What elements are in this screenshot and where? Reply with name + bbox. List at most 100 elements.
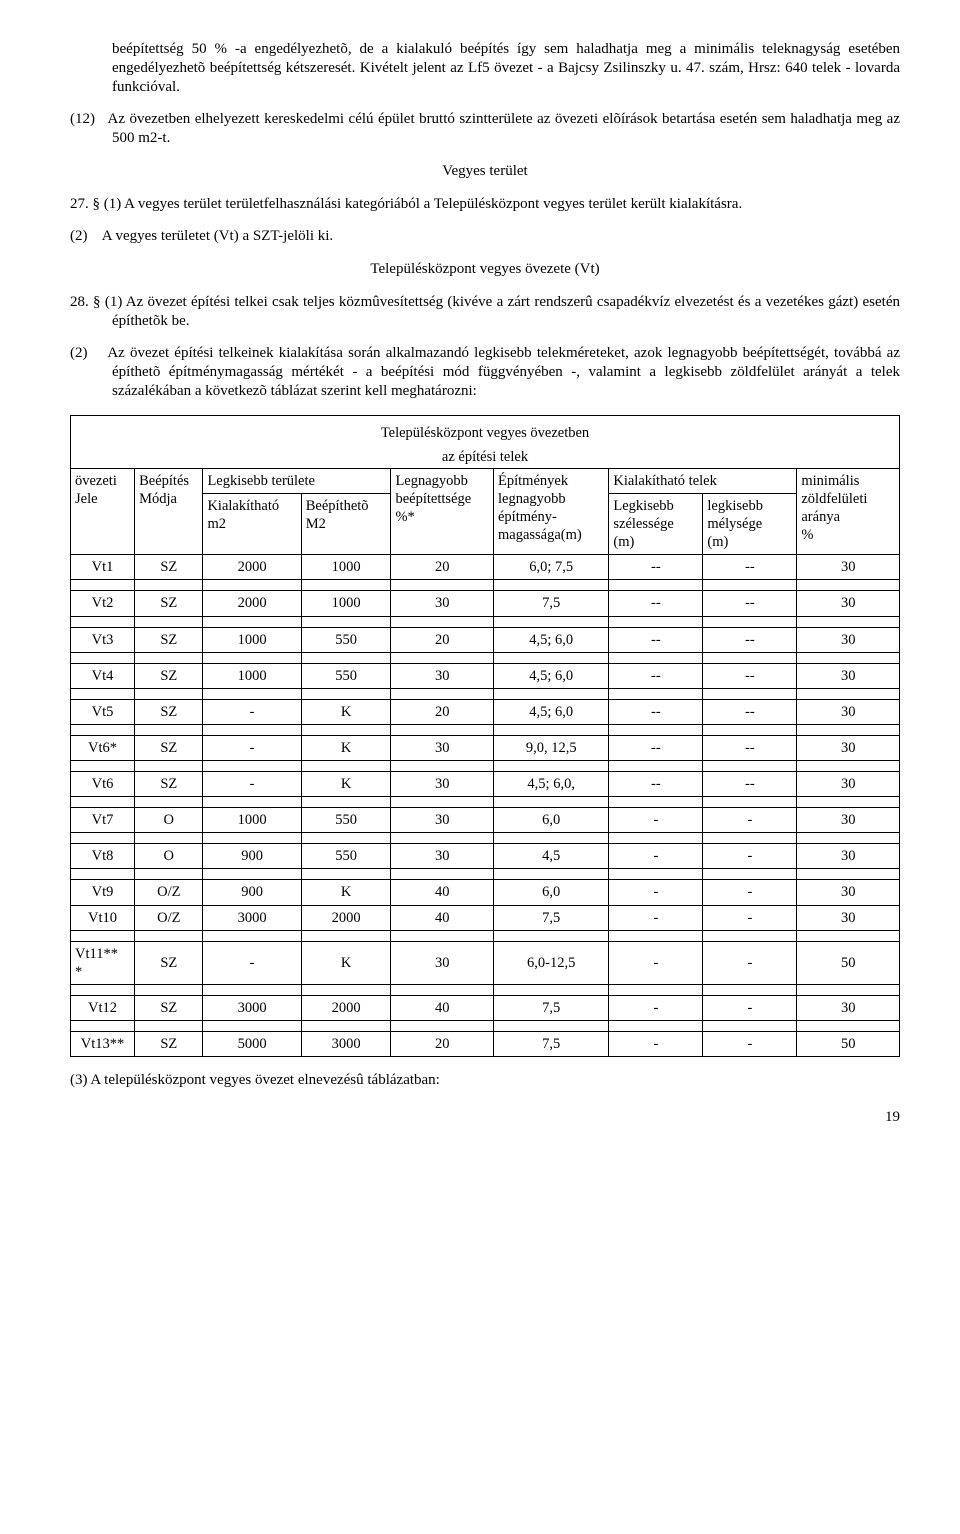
table-spacer-row — [71, 688, 900, 699]
table-spacer-row — [71, 1021, 900, 1032]
table-spacer-cell — [71, 1021, 135, 1032]
table-row: Vt5SZ-K204,5; 6,0----30 — [71, 699, 900, 724]
table-spacer-cell — [203, 984, 301, 995]
hdr-c6b: legnagyobb — [498, 491, 566, 507]
hdr-c1a: övezeti — [75, 473, 117, 489]
page-number: 19 — [70, 1108, 900, 1127]
table-spacer-cell — [703, 797, 797, 808]
table-cell: 30 — [797, 772, 900, 797]
table-spacer-cell — [609, 1021, 703, 1032]
table-spacer-row — [71, 930, 900, 941]
table-spacer-cell — [71, 833, 135, 844]
table-spacer-cell — [391, 930, 494, 941]
hdr-szelessege: Legkisebb szélessége (m) — [609, 493, 703, 554]
table-spacer-cell — [301, 833, 391, 844]
table-cell: O — [135, 808, 203, 833]
table-spacer-cell — [71, 797, 135, 808]
table-title: Településközpont vegyes övezetben — [71, 415, 900, 445]
table-row: Vt11***SZ-K306,0-12,5--50 — [71, 941, 900, 984]
table-cell: 7,5 — [494, 1032, 609, 1057]
table-cell: 2000 — [301, 995, 391, 1020]
table-spacer-cell — [301, 724, 391, 735]
table-cell: 40 — [391, 995, 494, 1020]
table-cell: SZ — [135, 627, 203, 652]
table-spacer-cell — [135, 797, 203, 808]
table-spacer-cell — [71, 724, 135, 735]
hdr-c5c: %* — [395, 509, 414, 525]
table-cell: 2000 — [203, 591, 301, 616]
table-spacer-cell — [703, 580, 797, 591]
hdr-c7a: Legkisebb — [613, 498, 673, 514]
table-spacer-cell — [703, 833, 797, 844]
table-spacer-cell — [797, 797, 900, 808]
hdr-c7b: szélessége — [613, 516, 673, 532]
table-cell: 4,5; 6,0 — [494, 627, 609, 652]
table-spacer-cell — [203, 724, 301, 735]
table-spacer-cell — [494, 688, 609, 699]
para-3: (3) A településközpont vegyes övezet eln… — [70, 1071, 900, 1090]
table-spacer-cell — [301, 616, 391, 627]
table-cell: 20 — [391, 699, 494, 724]
hdr-c5b: beépítettsége — [395, 491, 471, 507]
heading-telepuleskozpont: Településközpont vegyes övezete (Vt) — [70, 260, 900, 279]
table-cell: 4,5; 6,0 — [494, 663, 609, 688]
table-spacer-cell — [71, 869, 135, 880]
table-spacer-cell — [609, 688, 703, 699]
table-cell: -- — [609, 735, 703, 760]
table-spacer-cell — [494, 984, 609, 995]
table-cell: SZ — [135, 591, 203, 616]
table-row: Vt2SZ20001000307,5----30 — [71, 591, 900, 616]
hdr-c9b: zöldfelületi — [801, 491, 867, 507]
table-cell: 2000 — [203, 555, 301, 580]
table-spacer-cell — [301, 761, 391, 772]
table-cell: Vt13** — [71, 1032, 135, 1057]
table-spacer-cell — [609, 761, 703, 772]
table-spacer-cell — [797, 652, 900, 663]
table-cell: 2000 — [301, 905, 391, 930]
table-cell: 30 — [797, 555, 900, 580]
table-spacer-cell — [391, 580, 494, 591]
table-spacer-cell — [391, 833, 494, 844]
table-spacer-row — [71, 833, 900, 844]
table-cell: 1000 — [203, 663, 301, 688]
table-spacer-cell — [203, 833, 301, 844]
table-spacer-cell — [703, 984, 797, 995]
table-cell: Vt9 — [71, 880, 135, 905]
table-cell: Vt7 — [71, 808, 135, 833]
hdr-c9a: minimális — [801, 473, 859, 489]
table-cell: - — [609, 844, 703, 869]
table-cell: 550 — [301, 844, 391, 869]
table-cell: 4,5; 6,0 — [494, 699, 609, 724]
table-cell: - — [609, 941, 703, 984]
table-cell: 30 — [391, 663, 494, 688]
table-cell: 30 — [391, 941, 494, 984]
table-row: Vt6*SZ-K309,0, 12,5----30 — [71, 735, 900, 760]
table-cell: SZ — [135, 1032, 203, 1057]
table-cell: -- — [703, 627, 797, 652]
table-cell: -- — [703, 772, 797, 797]
table-row: Vt13**SZ50003000207,5--50 — [71, 1032, 900, 1057]
table-spacer-cell — [135, 580, 203, 591]
table-spacer-cell — [203, 580, 301, 591]
table-cell: 9,0, 12,5 — [494, 735, 609, 760]
table-cell: - — [609, 880, 703, 905]
hdr-legkisebb-terulet: Legkisebb területe — [203, 468, 391, 493]
table-spacer-cell — [703, 1021, 797, 1032]
table-spacer-row — [71, 984, 900, 995]
table-cell: - — [203, 735, 301, 760]
table-cell: Vt3 — [71, 627, 135, 652]
table-cell: SZ — [135, 772, 203, 797]
table-spacer-cell — [203, 869, 301, 880]
hdr-c8b: mélysége — [707, 516, 762, 532]
table-cell: K — [301, 699, 391, 724]
table-cell: 30 — [797, 735, 900, 760]
table-cell: - — [703, 1032, 797, 1057]
hdr-c2a: Beépítés — [139, 473, 189, 489]
table-spacer-cell — [703, 724, 797, 735]
table-cell: 1000 — [203, 627, 301, 652]
table-cell: SZ — [135, 699, 203, 724]
table-cell: - — [703, 880, 797, 905]
hdr-c9d: % — [801, 527, 813, 543]
table-cell: -- — [703, 555, 797, 580]
table-cell: Vt10 — [71, 905, 135, 930]
